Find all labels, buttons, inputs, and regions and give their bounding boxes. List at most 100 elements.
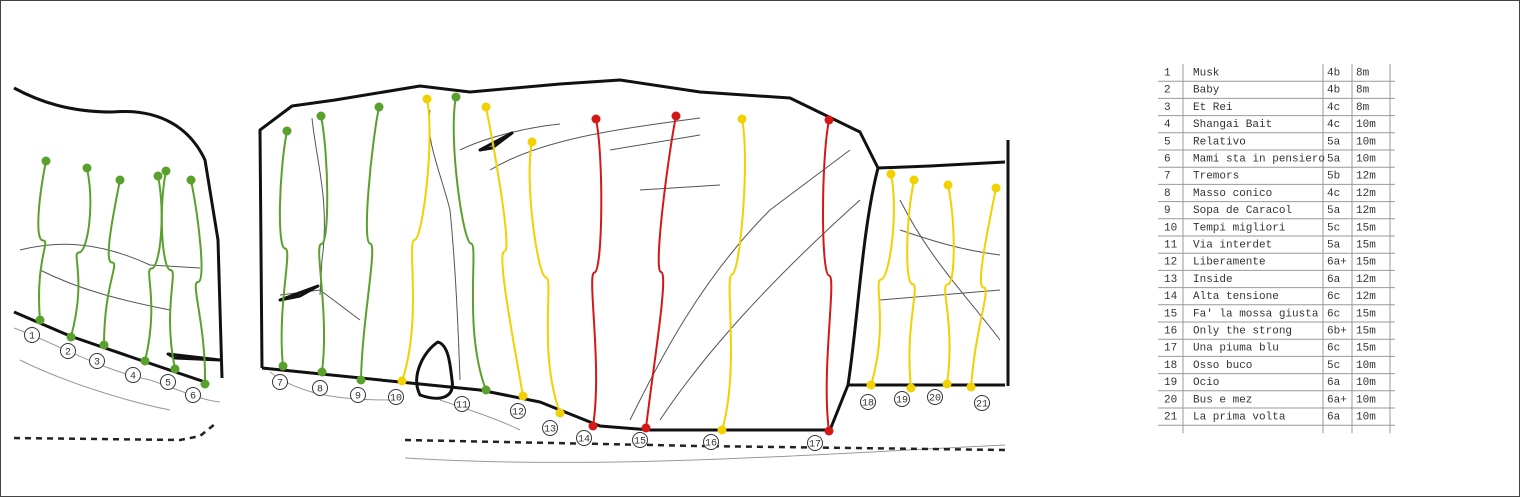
- route-top-anchor: [671, 111, 681, 121]
- row-number: 13: [1164, 274, 1177, 286]
- route-name: Sopa de Caracol: [1193, 205, 1292, 217]
- route-grade: 4c: [1327, 119, 1340, 131]
- route-line: [721, 118, 746, 431]
- route-label-circle: [576, 430, 592, 446]
- route-line: [103, 179, 121, 346]
- cracks: [19, 109, 1001, 421]
- row-number: 7: [1164, 171, 1171, 183]
- row-number: 20: [1164, 394, 1177, 406]
- route-top-anchor: [41, 156, 51, 166]
- route-number: 14: [578, 435, 590, 446]
- route-bottom-anchor: [481, 385, 491, 395]
- route-bottom-anchor: [824, 426, 834, 436]
- route-grade: 6a+: [1327, 257, 1347, 269]
- route-name: Tempi migliori: [1193, 222, 1286, 234]
- route-grade: 5a: [1327, 154, 1341, 166]
- route-length: 10m: [1356, 394, 1376, 406]
- route-name: Relativo: [1193, 136, 1246, 148]
- row-number: 10: [1164, 222, 1177, 234]
- route-label-circle: [510, 403, 526, 419]
- route-length: 15m: [1356, 257, 1376, 269]
- route-length: 15m: [1356, 326, 1376, 338]
- route-length: 12m: [1356, 205, 1376, 217]
- route-grade: 4b: [1327, 68, 1340, 80]
- left-rock-top: [13, 86, 224, 379]
- route-number: 10: [390, 394, 402, 405]
- route-bottom-anchor: [66, 332, 76, 342]
- route-number: 21: [976, 400, 988, 411]
- route-top-anchor: [282, 126, 292, 136]
- row-number: 15: [1164, 308, 1177, 320]
- route-top-anchor: [422, 94, 432, 104]
- route-table: 1 Musk 4b 8m 2 Baby 4b 8m 3 Et Rei 4c 8m 4 Shangai Ba…: [1158, 64, 1395, 434]
- route-label-circle: [272, 374, 288, 390]
- row-number: 21: [1164, 412, 1178, 424]
- route-number: 13: [544, 425, 556, 436]
- right-corner: [846, 167, 880, 386]
- route-number: 6: [190, 392, 196, 403]
- route-bottom-anchor: [942, 379, 952, 389]
- route-top-anchor: [991, 183, 1001, 193]
- route-top-anchor: [153, 171, 163, 181]
- route-name: Masso conico: [1193, 188, 1272, 200]
- route-length: 12m: [1356, 274, 1376, 286]
- route-name: La prima volta: [1193, 412, 1286, 424]
- route-top-anchor: [161, 166, 171, 176]
- row-number: 19: [1164, 377, 1177, 389]
- route-grade: 5a: [1327, 205, 1341, 217]
- route-top-anchor: [451, 92, 461, 102]
- route-line: [37, 160, 47, 321]
- route-number: 17: [809, 440, 821, 451]
- route-length: 8m: [1356, 102, 1370, 114]
- route-label-circle: [927, 389, 943, 405]
- route-line: [970, 187, 997, 388]
- route-bottom-anchor: [397, 376, 407, 386]
- route-top-anchor: [886, 169, 896, 179]
- route-length: 12m: [1356, 291, 1376, 303]
- route-number: 9: [355, 392, 361, 403]
- route-length: 10m: [1356, 119, 1376, 131]
- route-length: 15m: [1356, 240, 1376, 252]
- route-top-anchor: [186, 175, 196, 185]
- route-number: 16: [705, 439, 717, 450]
- route-top-anchor: [824, 115, 834, 125]
- overhangs: [166, 131, 514, 362]
- route-top-anchor: [737, 114, 747, 124]
- route-length: 10m: [1356, 154, 1376, 166]
- route-number: 19: [896, 396, 908, 407]
- route-bottom-anchor: [966, 382, 976, 392]
- route-grade: 6a: [1327, 274, 1341, 286]
- route-label-circle: [89, 353, 105, 369]
- route-top-anchor: [115, 175, 125, 185]
- route-grade: 6a: [1327, 412, 1341, 424]
- route-name: Et Rei: [1193, 102, 1233, 114]
- route-label-circle: [454, 396, 470, 412]
- route-grade: 4c: [1327, 188, 1340, 200]
- main-rock-base: [261, 366, 1005, 432]
- route-number: 20: [929, 394, 941, 405]
- route-number: 1: [29, 332, 35, 343]
- route-name: Via interdet: [1193, 240, 1272, 252]
- route-bottom-anchor: [356, 375, 366, 385]
- route-label-circle: [894, 391, 910, 407]
- route-line: [70, 167, 92, 338]
- route-length: 12m: [1356, 171, 1376, 183]
- route-top-anchor: [909, 175, 919, 185]
- route-grade: 4c: [1327, 102, 1340, 114]
- route-line: [870, 173, 895, 386]
- route-grade: 4b: [1327, 85, 1340, 97]
- route-line: [452, 96, 487, 391]
- route-number: 11: [456, 401, 468, 412]
- row-number: 1: [1164, 68, 1171, 80]
- route-number: 5: [165, 379, 171, 390]
- route-top-anchor: [316, 111, 326, 121]
- route-label-circle: [860, 394, 876, 410]
- route-name: Bus e mez: [1193, 394, 1252, 406]
- route-length: 8m: [1356, 68, 1370, 80]
- route-bottom-anchor: [170, 364, 180, 374]
- route-length: 12m: [1356, 188, 1376, 200]
- row-number: 8: [1164, 188, 1171, 200]
